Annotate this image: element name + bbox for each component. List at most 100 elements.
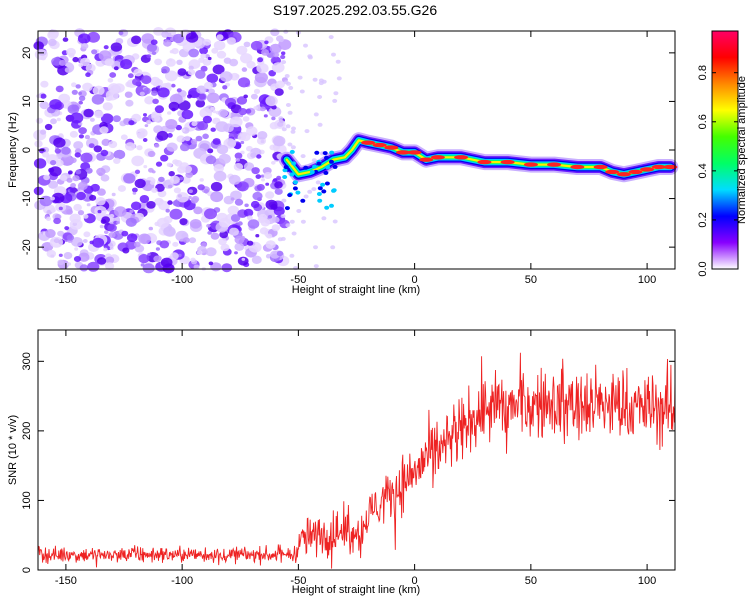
noise-blob	[257, 131, 268, 140]
noise-blob	[134, 169, 141, 174]
noise-blob	[188, 195, 192, 200]
noise-blob	[264, 40, 269, 45]
noise-blob	[181, 176, 191, 184]
noise-blob	[158, 176, 165, 183]
noise-blob	[280, 214, 286, 219]
noise-blob	[200, 53, 207, 59]
noise-blob	[85, 72, 91, 77]
ridge-speckle	[325, 165, 331, 170]
noise-blob	[261, 49, 270, 56]
noise-blob	[165, 82, 172, 88]
noise-blob	[190, 197, 199, 204]
ridge-speckle	[317, 198, 323, 203]
noise-blob	[246, 126, 258, 136]
noise-blob	[50, 160, 57, 166]
spectrogram-signal-ridge	[278, 132, 679, 211]
noise-blob	[125, 142, 136, 151]
noise-blob	[128, 120, 135, 126]
noise-blob	[147, 150, 156, 158]
noise-blob	[268, 70, 277, 77]
noise-blob	[210, 181, 223, 192]
noise-blob	[70, 112, 84, 124]
ridge-peak	[384, 145, 399, 150]
noise-blob	[123, 173, 136, 184]
noise-blob	[44, 123, 53, 131]
snr-frame	[37, 329, 676, 571]
noise-blob	[68, 170, 73, 175]
noise-blob	[117, 185, 126, 192]
noise-blob	[66, 234, 75, 241]
noise-blob	[108, 140, 118, 149]
ridge-speckle	[287, 193, 293, 198]
noise-blob	[241, 67, 248, 72]
noise-blob	[40, 80, 49, 88]
noise-blob	[165, 70, 178, 82]
noise-blob	[218, 217, 231, 228]
noise-blob	[89, 194, 97, 201]
noise-blob	[35, 117, 44, 124]
noise-blob	[250, 93, 258, 100]
noise-blob	[77, 181, 88, 191]
ridge-peak	[616, 172, 631, 177]
noise-blob	[154, 143, 160, 148]
noise-blob	[89, 117, 95, 122]
noise-blob	[198, 93, 206, 100]
noise-blob	[253, 88, 261, 94]
noise-blob	[104, 58, 115, 67]
noise-blob	[172, 33, 184, 44]
noise-blob	[210, 127, 216, 132]
noise-blob	[260, 174, 265, 178]
noise-blob	[82, 239, 88, 243]
noise-blob	[335, 59, 341, 64]
noise-blob	[148, 226, 153, 231]
y-tick-label: -10	[21, 191, 33, 207]
noise-blob	[190, 139, 198, 145]
noise-blob	[103, 45, 109, 50]
ridge-speckle	[313, 169, 319, 174]
noise-blob	[277, 237, 283, 242]
noise-blob	[34, 49, 48, 60]
noise-blob	[40, 93, 47, 99]
noise-blob	[151, 51, 157, 56]
noise-blob	[268, 106, 282, 118]
noise-blob	[78, 127, 87, 135]
noise-blob	[207, 231, 212, 235]
noise-blob	[86, 203, 91, 207]
noise-blob	[202, 38, 212, 46]
noise-blob	[80, 57, 91, 67]
noise-blob	[42, 151, 50, 158]
ridge-peak	[605, 169, 620, 175]
ridge-speckle	[291, 161, 297, 166]
noise-blob	[169, 50, 174, 54]
noise-blob	[273, 135, 286, 147]
noise-blob	[161, 31, 170, 38]
noise-blob	[235, 158, 241, 162]
ridge-speckle	[324, 155, 329, 160]
noise-blob	[182, 237, 190, 244]
noise-blob	[236, 96, 248, 105]
noise-blob	[40, 129, 47, 135]
noise-blob	[255, 174, 262, 180]
noise-blob	[151, 187, 158, 193]
noise-blob	[222, 85, 228, 90]
noise-blob	[150, 180, 156, 185]
noise-blob	[165, 58, 176, 67]
noise-blob	[156, 130, 169, 141]
noise-blob	[328, 35, 334, 40]
noise-blob	[43, 174, 50, 181]
noise-blob	[113, 149, 126, 160]
ridge-speckle	[314, 150, 320, 155]
noise-blob	[91, 49, 98, 55]
noise-blob	[58, 253, 63, 257]
noise-blob	[188, 189, 193, 193]
ridge-peak	[500, 159, 515, 165]
ridge-speckle	[331, 188, 336, 193]
noise-blob	[124, 91, 133, 98]
noise-blob	[177, 253, 182, 257]
ridge-peak	[396, 150, 410, 155]
noise-blob	[178, 176, 184, 181]
noise-blob	[53, 137, 66, 148]
noise-blob	[283, 80, 289, 85]
ridge-peak	[407, 150, 422, 155]
noise-blob	[313, 264, 319, 269]
